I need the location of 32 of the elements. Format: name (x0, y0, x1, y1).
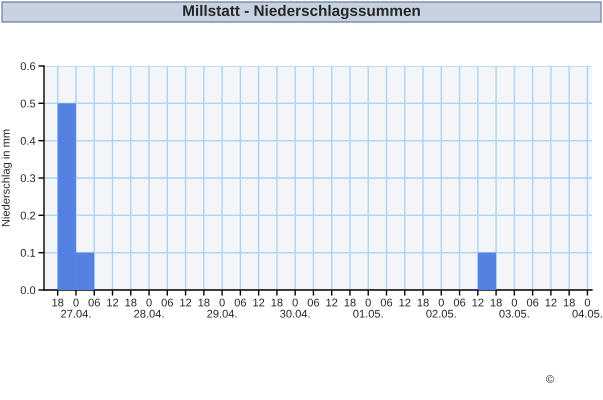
x-tick-label: 12 (546, 298, 557, 306)
chart-title: Millstatt - Niederschlagssummen (183, 4, 420, 20)
y-tick-label: 0.5 (20, 100, 36, 108)
x-tick-label: 18 (125, 298, 136, 306)
x-tick-label: 06 (88, 298, 100, 306)
x-tick-label: 06 (526, 298, 538, 306)
x-tick-label: 18 (272, 298, 283, 306)
y-tick-label: 0.3 (20, 174, 36, 182)
x-tick-label: 06 (162, 298, 173, 306)
y-tick-label: 0.6 (20, 62, 36, 70)
x-tick-label: 12 (399, 298, 410, 306)
x-tick-label: 12 (107, 298, 118, 306)
x-tick-label: 18 (418, 298, 429, 306)
x-tick-label: 06 (234, 298, 246, 306)
x-tick-label: 06 (380, 298, 392, 306)
x-tick-label: 06 (454, 298, 466, 306)
x-tick-label: 12 (253, 298, 264, 306)
x-tick-label: 12 (326, 298, 338, 306)
x-tick-label: 18 (490, 298, 502, 306)
x-tick-label: 18 (198, 298, 210, 306)
y-axis-title: Niederschlag in mm (2, 130, 12, 226)
y-tick-label: 0.2 (20, 212, 36, 220)
x-tick-label: 06 (308, 298, 320, 306)
text: © (546, 375, 554, 383)
x-tick-label: 12 (180, 298, 192, 306)
y-tick-label: 0.0 (20, 286, 36, 294)
x-tick-label: 18 (52, 298, 64, 306)
x-tick-label: 18 (344, 298, 356, 306)
y-tick-label: 0.1 (20, 248, 36, 257)
x-tick-label: 18 (564, 298, 575, 306)
y-tick-label: 0.4 (20, 136, 36, 145)
x-tick-label: 12 (472, 298, 484, 306)
